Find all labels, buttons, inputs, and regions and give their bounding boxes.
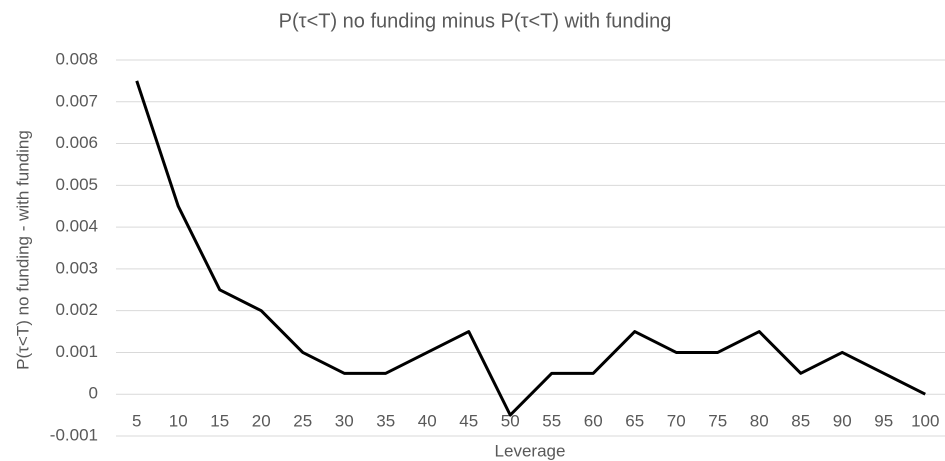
x-tick-label: 25	[293, 412, 312, 431]
y-tick-label: 0.003	[55, 258, 98, 277]
y-tick-label: 0.005	[55, 175, 98, 194]
x-tick-label: 60	[584, 412, 603, 431]
x-tick-label: 75	[708, 412, 727, 431]
x-tick-label: 85	[791, 412, 810, 431]
x-tick-label: 100	[911, 412, 939, 431]
x-tick-label: 5	[132, 412, 141, 431]
x-tick-label: 50	[501, 412, 520, 431]
y-tick-label: 0.007	[55, 91, 98, 110]
chart-title: P(τ<T) no funding minus P(τ<T) with fund…	[279, 10, 672, 32]
y-tick-label: -0.001	[50, 425, 98, 444]
x-tick-label: 15	[210, 412, 229, 431]
x-tick-label: 30	[335, 412, 354, 431]
y-tick-label: 0.001	[55, 342, 98, 361]
x-tick-label: 40	[418, 412, 437, 431]
y-tick-label: 0.008	[55, 49, 98, 68]
x-tick-label: 80	[750, 412, 769, 431]
x-tick-label: 95	[874, 412, 893, 431]
y-tick-label: 0.006	[55, 133, 98, 152]
x-tick-label: 35	[376, 412, 395, 431]
x-tick-label: 45	[459, 412, 478, 431]
y-tick-label: 0	[89, 384, 98, 403]
x-tick-label: 10	[169, 412, 188, 431]
x-axis-label: Leverage	[495, 441, 566, 460]
y-axis-label: P(τ<T) no funding - with funding	[13, 130, 32, 370]
x-tick-label: 70	[667, 412, 686, 431]
x-tick-label: 20	[252, 412, 271, 431]
y-tick-label: 0.004	[55, 217, 98, 236]
x-tick-label: 55	[542, 412, 561, 431]
x-tick-label: 65	[625, 412, 644, 431]
x-tick-label: 90	[833, 412, 852, 431]
line-series	[135, 80, 926, 417]
y-tick-label: 0.002	[55, 300, 98, 319]
